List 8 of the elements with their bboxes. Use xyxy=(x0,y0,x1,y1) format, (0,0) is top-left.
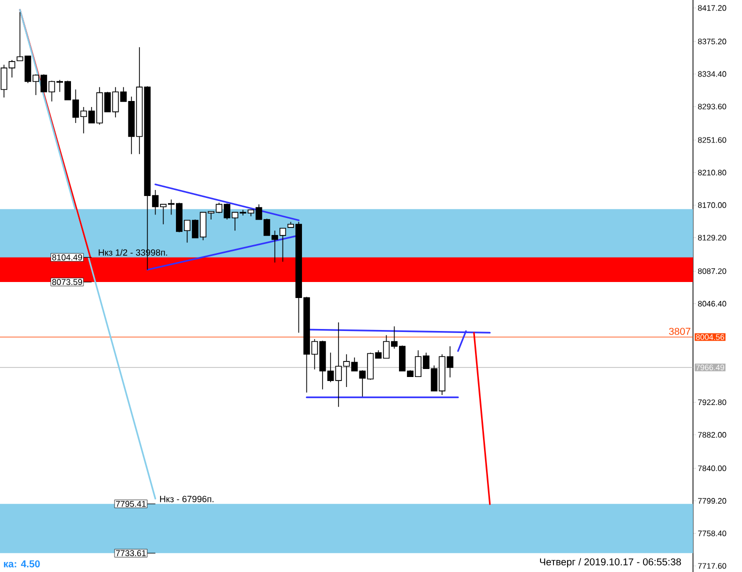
annotation: 7733.61 xyxy=(116,550,146,556)
annotation: 8104.49 xyxy=(52,254,82,260)
annotation: 7795.41 xyxy=(116,500,146,507)
annotation: 3807 xyxy=(669,328,690,335)
annotation: ка: 4.50 xyxy=(4,560,40,568)
annotation: Четверг / 2019.10.17 - 06:55:38 xyxy=(540,558,681,568)
annotation: 8073.59 xyxy=(52,279,82,286)
band-label: Нкз - 67996п. xyxy=(160,496,214,502)
